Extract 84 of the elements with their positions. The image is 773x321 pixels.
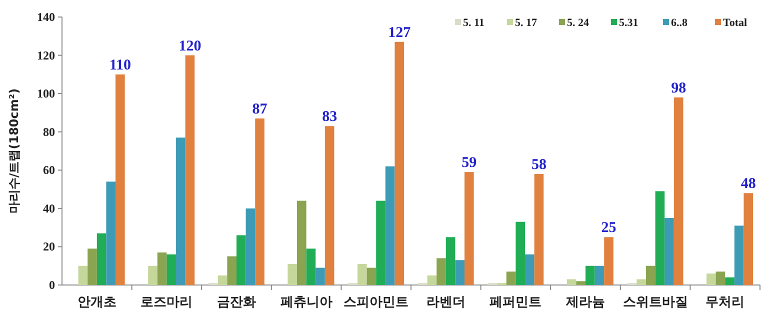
bar: [357, 264, 367, 285]
bar: [664, 218, 674, 285]
bar: [316, 268, 325, 285]
bar: [376, 200, 386, 285]
legend-label: 5. 11: [463, 17, 484, 29]
bar: [436, 258, 446, 285]
legend-label: 5. 17: [515, 17, 538, 29]
y-tick-label: 120: [37, 48, 55, 62]
bar: [566, 279, 576, 285]
data-label: 98: [671, 80, 686, 96]
bar: [394, 42, 404, 285]
bar: [636, 279, 646, 285]
bar: [88, 248, 97, 285]
y-tick-label: 0: [49, 278, 55, 292]
bar: [506, 272, 516, 285]
bar: [734, 226, 744, 285]
bar: [455, 260, 465, 285]
bar: [166, 254, 176, 285]
legend-label: 5. 24: [567, 17, 590, 29]
bar: [176, 138, 186, 285]
y-tick-label: 140: [37, 10, 55, 24]
bar: [157, 252, 167, 285]
bar: [96, 233, 106, 285]
bar: [655, 191, 665, 285]
bar: [288, 264, 297, 285]
y-tick-label: 60: [43, 163, 55, 178]
data-label: 120: [178, 38, 202, 54]
bar: [185, 55, 195, 285]
data-label: 110: [109, 57, 132, 74]
x-tick-label: 무처리: [706, 295, 745, 310]
bar: [646, 266, 656, 285]
bar: [106, 182, 116, 285]
bar: [534, 174, 544, 285]
data-label: 25: [601, 220, 616, 236]
bar: [744, 193, 754, 285]
y-tick-label: 80: [43, 124, 55, 139]
bar: [446, 237, 456, 285]
bar: [427, 275, 437, 285]
x-tick-label: 안개초: [77, 295, 116, 310]
x-tick-label: 스위트바질: [622, 295, 688, 310]
data-label: 87: [252, 101, 268, 118]
legend-label: 6..8: [671, 17, 688, 29]
bar: [236, 235, 246, 285]
y-tick-label: 20: [43, 240, 55, 254]
data-label: 127: [388, 24, 412, 41]
data-label: 83: [322, 109, 338, 126]
y-tick-label: 40: [43, 201, 55, 216]
x-tick-label: 페츄니아: [280, 295, 332, 310]
y-tick-label: 100: [37, 86, 55, 101]
bar: [324, 126, 334, 285]
legend-label: 5.31: [619, 17, 638, 29]
x-tick-label: 페퍼민트: [490, 295, 542, 310]
data-label: 58: [531, 156, 546, 173]
legend-label: Total: [723, 17, 748, 29]
bar: [78, 266, 88, 285]
bar: [306, 248, 316, 285]
bar: [725, 277, 734, 285]
bar: [716, 272, 726, 285]
bar: [246, 208, 256, 285]
data-label: 59: [462, 155, 477, 172]
bar: [525, 254, 534, 285]
bar: [366, 268, 376, 285]
bar: [148, 266, 158, 285]
x-tick-label: 제라늄: [565, 295, 605, 310]
bar: [296, 200, 306, 285]
bar: [464, 172, 474, 285]
bar: [218, 275, 228, 285]
bar: [594, 266, 604, 285]
data-label: 48: [740, 176, 756, 192]
bar: [604, 237, 614, 285]
bar: [227, 256, 236, 285]
bar: [674, 97, 684, 285]
x-tick-label: 로즈마리: [140, 295, 193, 310]
bar: [706, 274, 716, 285]
bar: [516, 222, 526, 285]
bar: [116, 74, 125, 285]
x-tick-label: 금잔화: [217, 295, 256, 310]
bar: [385, 166, 395, 285]
bar: [576, 281, 586, 285]
x-tick-label: 라벤더: [426, 295, 466, 310]
bar: [255, 118, 264, 285]
x-tick-label: 스피아민트: [344, 295, 409, 310]
y-axis-title: 마리수/트랩(180cm²): [7, 88, 21, 214]
bar: [586, 266, 595, 285]
